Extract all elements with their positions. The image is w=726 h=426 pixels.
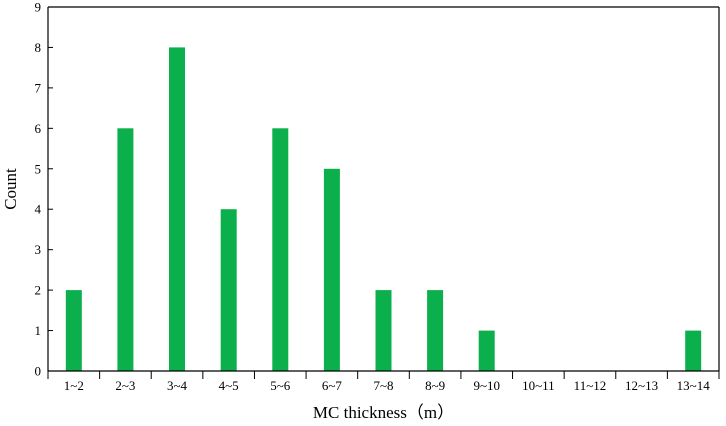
x-tick-label: 13~14 — [677, 378, 711, 393]
y-tick-label: 3 — [35, 242, 42, 257]
y-tick-label: 6 — [35, 121, 42, 136]
x-tick-label: 7~8 — [373, 378, 393, 393]
x-tick-label: 12~13 — [625, 378, 658, 393]
x-tick-label: 5~6 — [270, 378, 291, 393]
y-tick-label: 8 — [35, 40, 42, 55]
y-tick-label: 2 — [35, 283, 42, 298]
x-axis: 1~2 2~3 3~4 4~5 5~6 6~7 7~8 8~9 9~10 10~11 11~12 12… — [47, 371, 720, 393]
bar-5~6 — [272, 128, 289, 371]
y-tick-label: 7 — [35, 80, 42, 95]
y-tick-label: 4 — [35, 202, 42, 217]
x-tick-label: 6~7 — [322, 378, 343, 393]
bar-2~3 — [117, 128, 134, 371]
y-tick-label: 5 — [35, 161, 42, 176]
x-tick-label: 3~4 — [167, 378, 188, 393]
x-axis-title: MC thickness（m） — [313, 403, 454, 422]
y-tick-label: 1 — [35, 323, 42, 338]
x-tick-label: 2~3 — [115, 378, 135, 393]
x-tick-label: 11~12 — [574, 378, 607, 393]
x-tick-label: 10~11 — [522, 378, 555, 393]
bar-3~4 — [169, 47, 185, 372]
bar-4~5 — [220, 209, 237, 371]
x-tick-label: 9~10 — [473, 378, 500, 393]
bars-group — [65, 47, 702, 372]
bar-1~2 — [65, 290, 82, 371]
bar-13~14 — [685, 330, 702, 371]
y-axis: 0 1 2 3 4 5 6 7 8 9 — [35, 0, 53, 379]
bar-8~9 — [427, 290, 444, 371]
bar-6~7 — [323, 168, 340, 371]
bar-9~10 — [478, 330, 495, 371]
bar-7~8 — [375, 290, 392, 371]
x-tick-label: 4~5 — [219, 378, 239, 393]
x-tick-label: 1~2 — [64, 378, 84, 393]
y-axis-title: Count — [1, 168, 20, 210]
y-tick-label: 9 — [35, 0, 42, 15]
y-tick-label: 0 — [35, 364, 42, 379]
x-tick-label: 8~9 — [425, 378, 445, 393]
